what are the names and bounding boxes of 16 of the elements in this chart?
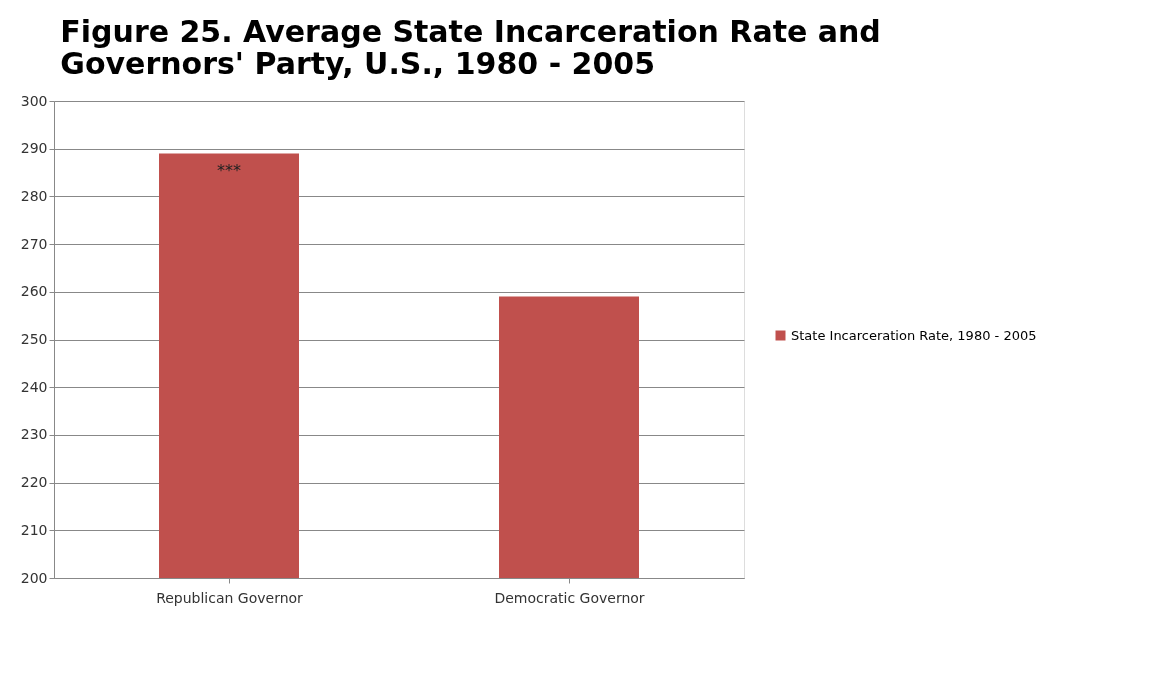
- y-tick-label: 280: [20, 187, 48, 204]
- x-tick-label: Democratic Governor: [494, 589, 645, 606]
- y-tick-label: 240: [20, 378, 48, 395]
- y-tick-label: 270: [20, 235, 48, 252]
- chart-title: Figure 25. Average State Incarceration Rate and Governors' Party, U.S., 1980 - 2005: [60, 14, 881, 81]
- y-tick-label: 220: [20, 474, 48, 491]
- legend-label: State Incarceration Rate, 1980 - 2005: [791, 327, 1037, 343]
- y-tick-label: 290: [20, 140, 48, 157]
- y-tick-label: 210: [20, 521, 48, 538]
- y-tick-label: 230: [20, 426, 48, 443]
- annotation: ***: [217, 161, 241, 181]
- y-tick-label: 200: [20, 569, 48, 586]
- y-tick-label: 250: [20, 331, 48, 347]
- y-tick-label: 260: [20, 283, 48, 300]
- x-tick-label: Republican Governor: [156, 589, 304, 606]
- y-tick-label: 300: [20, 92, 48, 109]
